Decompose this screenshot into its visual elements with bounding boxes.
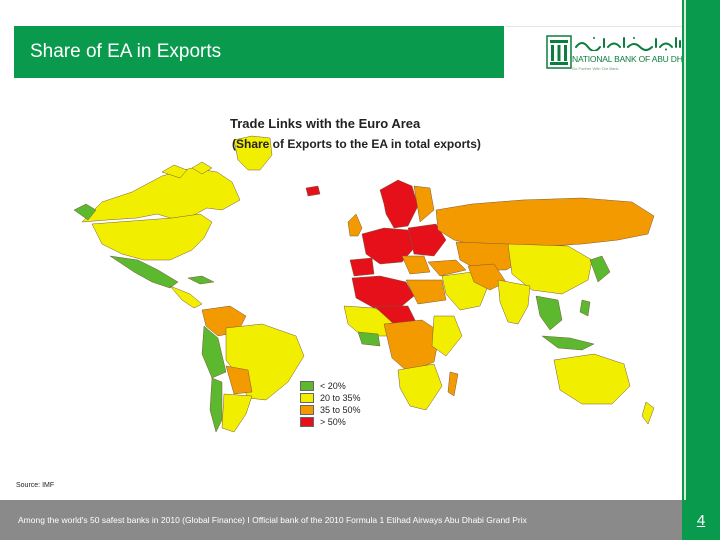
footer-bar: Among the world's 50 safest banks in 201… [0,500,682,540]
bank-tagline: Go Further With Our Bank [572,66,619,71]
legend-label: 20 to 35% [320,393,361,403]
map-turkey [427,259,467,277]
map-greenland [233,135,273,171]
right-accent-stripe [682,0,720,540]
map-chile [209,377,223,433]
bank-emblem-icon [546,35,572,69]
source-note: Source: IMF [16,482,55,489]
map-north-africa [351,275,415,309]
legend-swatch [300,417,314,427]
map-russia [435,197,655,249]
legend-label: 35 to 50% [320,405,361,415]
map-korea-japan [589,255,611,283]
map-central-america [169,285,203,309]
map-subtitle: (Share of Exports to the EA in total exp… [232,137,481,151]
map-arctic-islands [161,161,213,179]
map-caribbean [187,275,215,285]
map-iberia [349,257,375,277]
map-western-europe [361,227,417,265]
map-title: Trade Links with the Euro Area [230,116,421,131]
map-australia [553,353,631,405]
map-legend: < 20% 20 to 35% 35 to 50% > 50% [300,380,361,428]
legend-swatch [300,405,314,415]
map-mexico [109,255,179,289]
map-alaska [73,203,97,221]
map-india [497,279,531,325]
map-indonesia [541,335,595,351]
legend-swatch [300,381,314,391]
bank-name-arabic-wordmark [575,37,681,51]
bank-logo: NATIONAL BANK OF ABU DHABI Go Further Wi… [506,26,696,78]
map-southeast-asia [535,295,563,331]
map-new-zealand [641,401,655,425]
legend-swatch [300,393,314,403]
map-egypt-libya [405,279,447,305]
map-iran [467,263,507,291]
slide-title: Share of EA in Exports [30,41,222,62]
map-eastern-europe [407,223,447,257]
slide-header: Share of EA in Exports [14,26,504,78]
map-finland [413,185,435,223]
bank-name-english: NATIONAL BANK OF ABU DHABI [572,54,696,64]
legend-item: < 20% [300,380,361,392]
footer-text: Among the world's 50 safest banks in 201… [18,515,527,525]
map-east-africa [431,315,463,357]
legend-item: 20 to 35% [300,392,361,404]
map-southern-africa [397,363,443,411]
map-usa [91,213,213,261]
legend-label: < 20% [320,381,346,391]
map-madagascar [447,371,459,397]
legend-item: 35 to 50% [300,404,361,416]
map-ecuador-peru [201,325,227,379]
map-central-africa [383,319,441,373]
page-number[interactable]: 4 [682,500,720,540]
legend-label: > 50% [320,417,346,427]
map-bolivia-paraguay [225,365,253,395]
map-philippines [579,299,591,317]
map-uk-ireland [347,213,363,237]
map-gulf-of-guinea [357,331,381,347]
world-map [73,135,655,433]
map-iceland [305,185,321,197]
map-scandinavia [379,179,419,229]
right-accent-stripe-line [684,0,686,540]
map-canada [81,167,241,223]
map-balkans [401,255,431,275]
map-mongolia-china [507,243,593,295]
map-argentina [221,393,253,433]
legend-item: > 50% [300,416,361,428]
